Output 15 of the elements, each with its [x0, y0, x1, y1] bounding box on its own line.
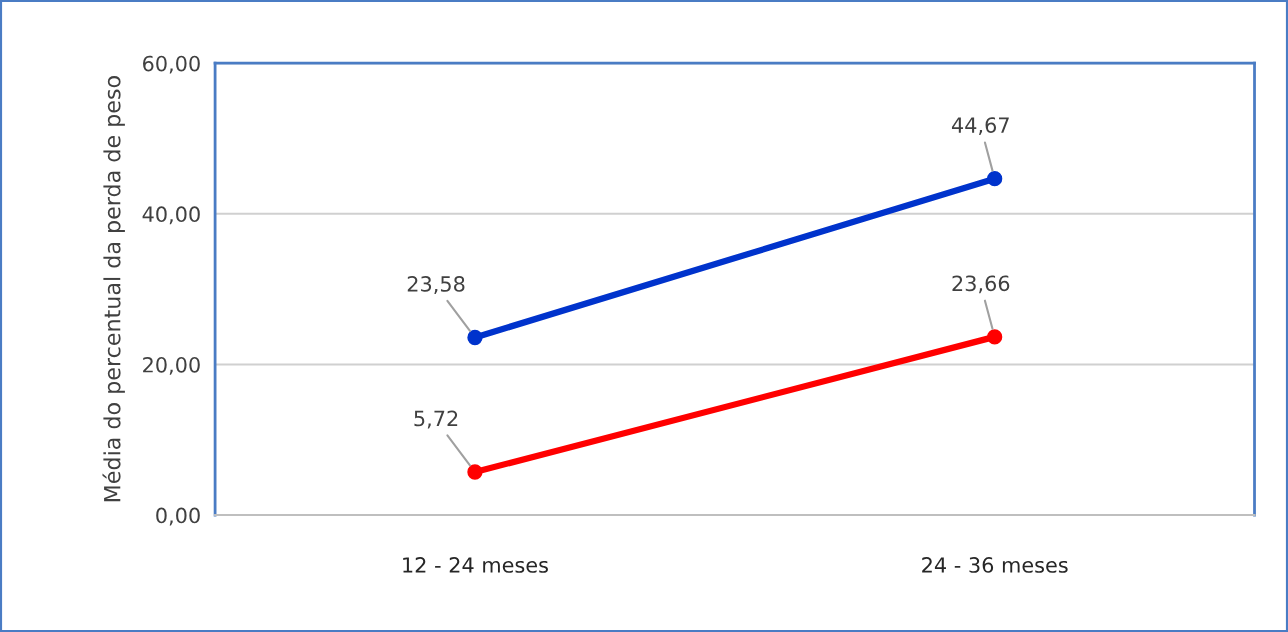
y-tick-label: 20,00	[143, 356, 200, 375]
y-axis-title: Média do percentual da perda de peso	[102, 76, 125, 502]
point	[987, 171, 1003, 187]
y-tick-label: 40,00	[142, 206, 200, 225]
point	[987, 329, 1003, 345]
data-label: 23,66	[952, 275, 1010, 294]
point	[467, 464, 483, 480]
x-tick-label: 24 - 36 meses	[922, 557, 1068, 573]
data-label: 5,72	[414, 410, 458, 429]
y-tick-label: 60,00	[143, 55, 200, 74]
x-tick-label: 12 - 24 meses	[403, 557, 548, 573]
point	[467, 329, 483, 346]
data-label: 44,67	[951, 117, 1009, 136]
y-tick-label: 0,00	[156, 507, 200, 526]
data-label: 23,58	[407, 276, 465, 294]
